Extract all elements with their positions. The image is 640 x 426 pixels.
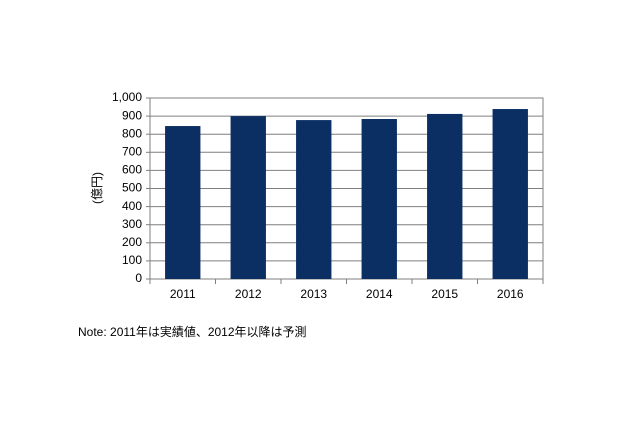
bar: [361, 118, 397, 279]
bar: [165, 126, 201, 280]
note: Note: 2011年は実績値、2012年以降は予測: [78, 324, 307, 339]
y-tick-label: 1,000: [112, 90, 142, 104]
bar: [492, 109, 528, 279]
y-axis-label: (億円): [90, 172, 104, 204]
y-tick-label: 900: [122, 108, 142, 122]
y-tick-label: 300: [122, 217, 142, 231]
bar: [230, 116, 266, 279]
x-tick-label: 2012: [235, 287, 262, 301]
bar: [296, 120, 332, 279]
y-tick-label: 0: [135, 271, 142, 285]
x-tick-label: 2016: [497, 287, 524, 301]
y-tick-label: 700: [122, 144, 142, 158]
y-tick-label: 600: [122, 163, 142, 177]
x-tick-label: 2011: [170, 287, 196, 301]
x-tick-label: 2015: [431, 287, 458, 301]
y-tick-label: 100: [122, 253, 142, 267]
x-tick-label: 2014: [366, 287, 393, 301]
y-tick-label: 800: [122, 126, 142, 140]
x-tick-label: 2013: [300, 287, 327, 301]
bar: [427, 113, 463, 279]
y-tick-label: 500: [122, 181, 142, 195]
y-tick-label: 400: [122, 199, 142, 213]
y-tick-label: 200: [122, 235, 142, 249]
